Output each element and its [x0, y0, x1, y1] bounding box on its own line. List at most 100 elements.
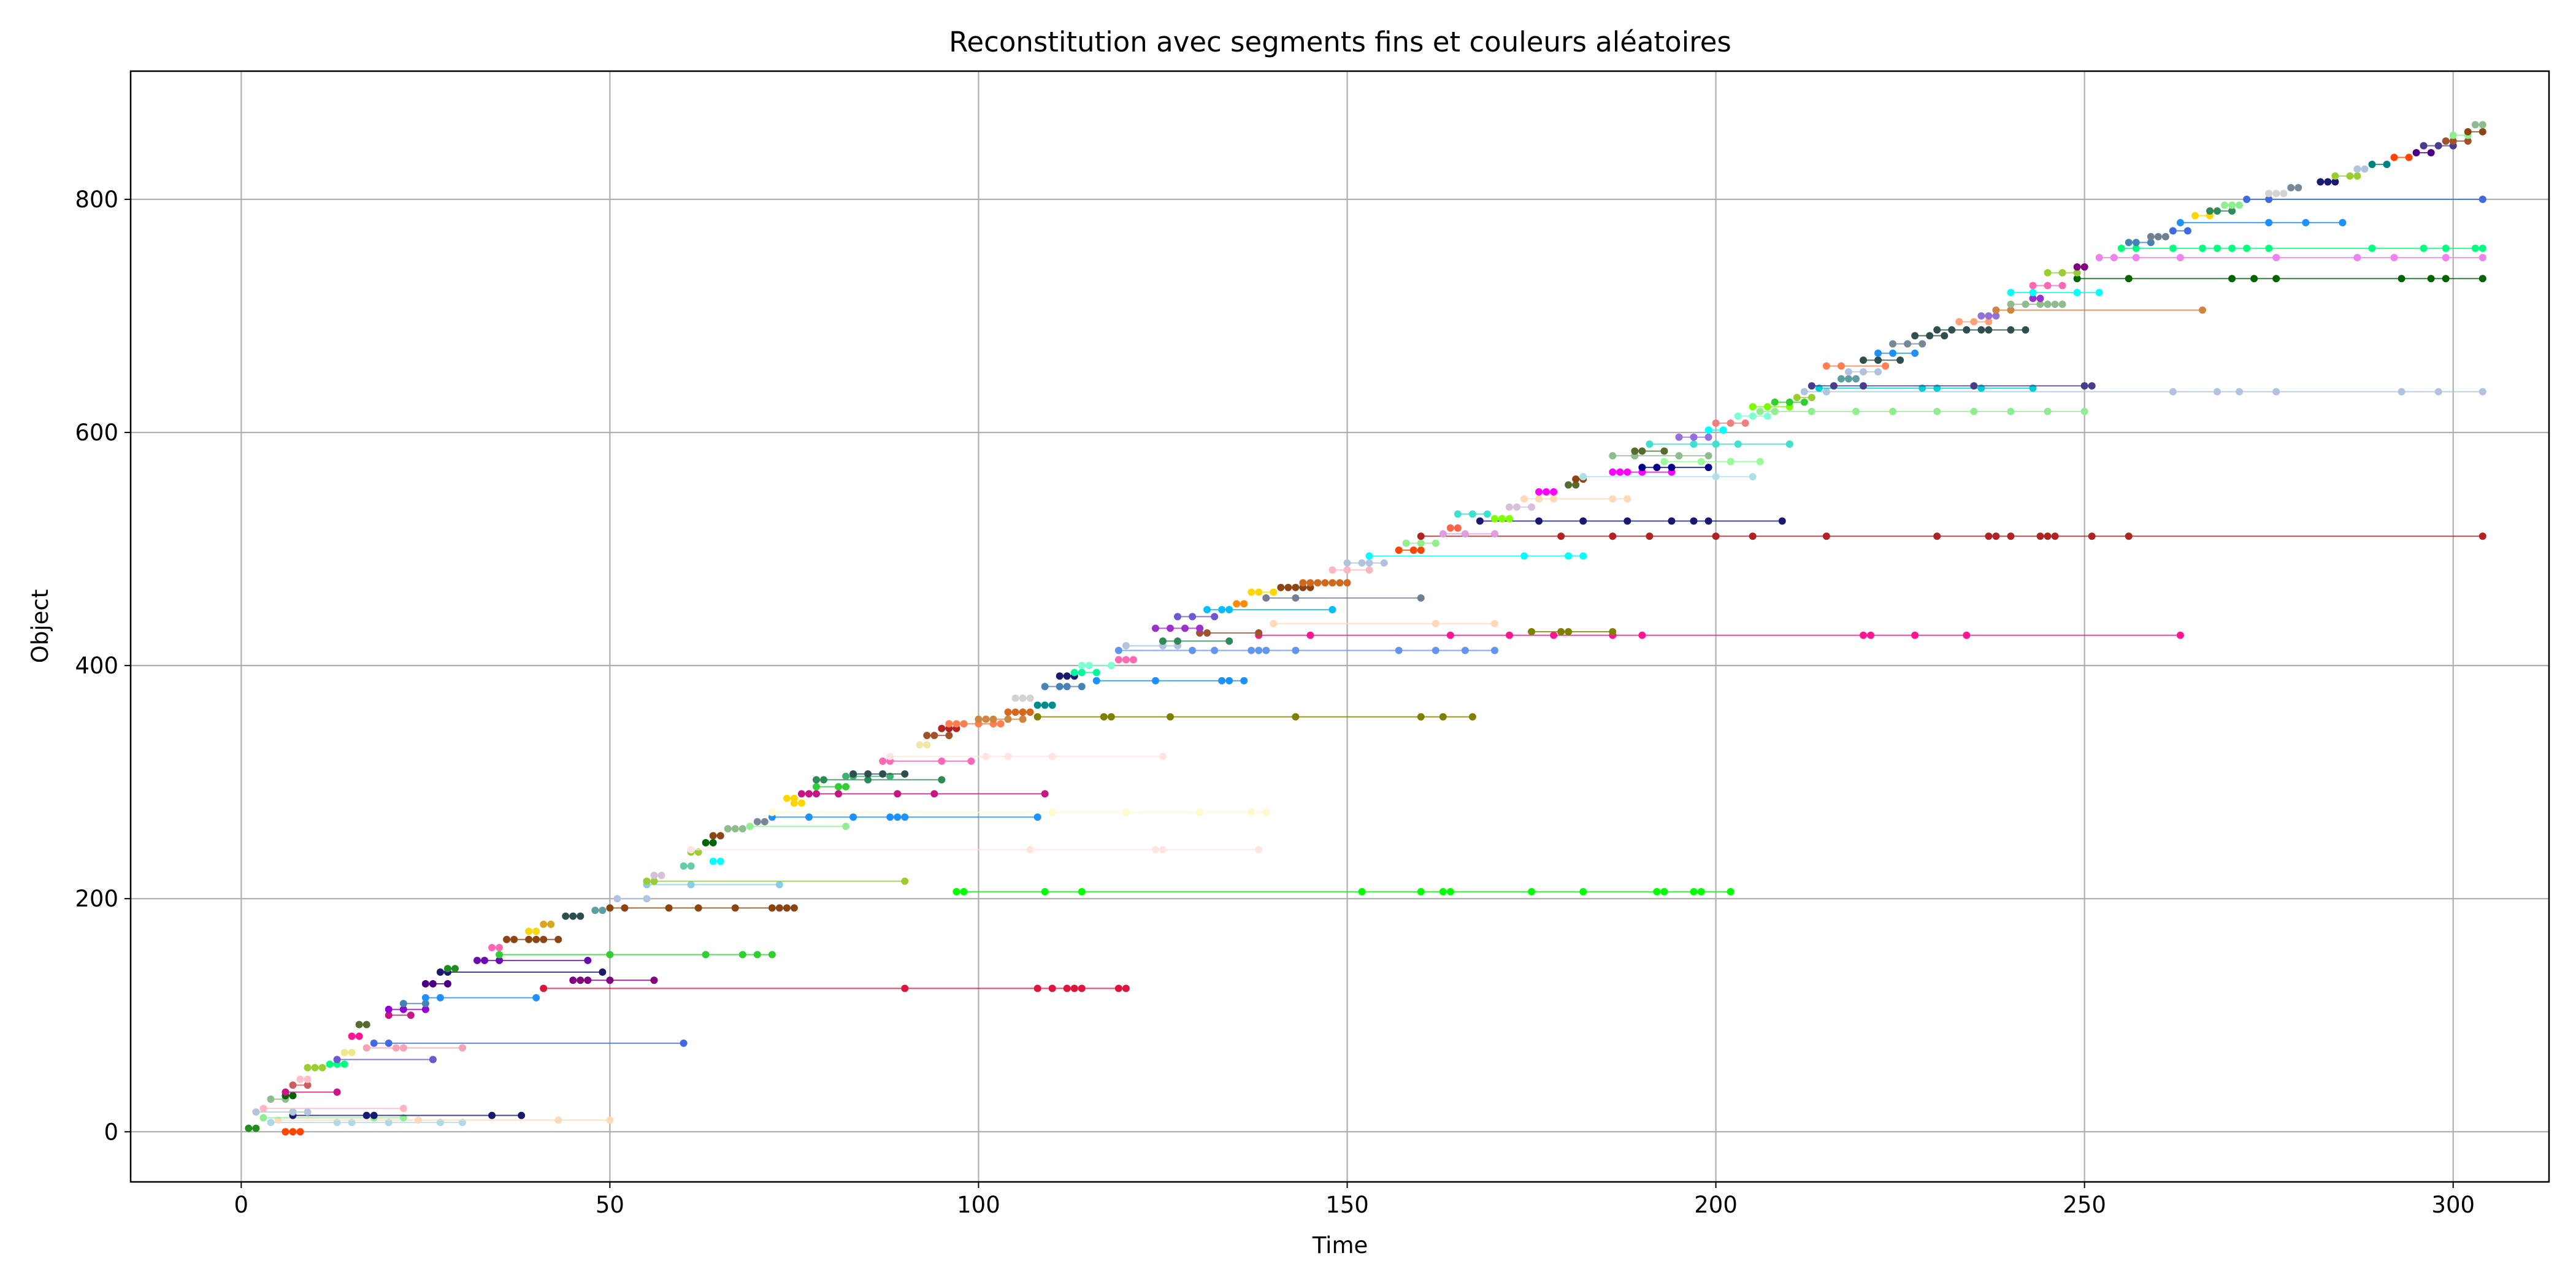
track — [496, 951, 776, 959]
track-point — [797, 790, 805, 798]
track — [2029, 294, 2044, 302]
track-point — [1690, 887, 1698, 895]
track-point — [1306, 631, 1314, 639]
track-point — [1704, 517, 1712, 525]
track-point — [362, 1044, 370, 1052]
track — [1889, 340, 1926, 348]
track-point — [849, 770, 857, 778]
track-point — [2317, 178, 2325, 186]
track-point — [554, 935, 562, 943]
track — [1174, 613, 1219, 621]
track-point — [289, 1128, 297, 1136]
track-point — [2088, 382, 2096, 390]
track-point — [2434, 388, 2442, 396]
track-point — [1653, 464, 1661, 472]
track-point — [1233, 600, 1241, 608]
track-point — [1771, 407, 1779, 415]
track-point — [2051, 532, 2059, 540]
track-point — [835, 790, 843, 798]
track-point — [1660, 447, 1668, 455]
track-point — [1646, 532, 1654, 540]
track-point — [1837, 375, 1845, 383]
track-point — [1860, 631, 1868, 639]
track-point — [1122, 656, 1130, 664]
track — [1505, 503, 1536, 511]
track-point — [370, 1039, 378, 1047]
track-point — [1727, 419, 1735, 427]
track-point — [702, 951, 710, 959]
track-point — [1107, 662, 1115, 670]
track-point — [1889, 407, 1897, 415]
track — [797, 790, 1049, 798]
track-point — [1579, 517, 1587, 525]
track — [333, 1056, 437, 1064]
track-point — [1292, 646, 1300, 654]
track-point — [407, 1011, 415, 1019]
track-point — [2228, 244, 2236, 252]
track-point — [245, 1124, 253, 1132]
track-point — [916, 741, 924, 749]
track-point — [1454, 510, 1462, 518]
track-point — [421, 994, 429, 1002]
track — [2287, 184, 2302, 192]
track-point — [1550, 631, 1558, 639]
x-tick-label: 150 — [1325, 1192, 1369, 1218]
track-point — [1454, 524, 1462, 532]
track-point — [2176, 254, 2184, 262]
track-point — [1572, 475, 1580, 483]
track-point — [864, 776, 872, 784]
track-point — [429, 1056, 437, 1064]
track-point — [849, 813, 857, 821]
track — [282, 1088, 341, 1096]
track-point — [2044, 407, 2052, 415]
track-point — [2294, 184, 2302, 192]
track-point — [1785, 440, 1793, 448]
track-point — [2125, 275, 2133, 283]
track-point — [2368, 244, 2376, 252]
track-point — [392, 1044, 400, 1052]
track-point — [724, 825, 732, 833]
track-point — [1041, 790, 1049, 798]
track-point — [1159, 637, 1167, 645]
track-point — [1756, 458, 1764, 466]
track-point — [1026, 708, 1034, 716]
track-point — [348, 1049, 356, 1057]
track — [1114, 656, 1137, 664]
track-point — [2161, 232, 2169, 240]
track — [1646, 440, 1793, 448]
track-point — [1638, 447, 1646, 455]
track-point — [1248, 646, 1255, 654]
track-point — [333, 1088, 341, 1096]
track-point — [267, 1119, 275, 1127]
track-point — [1114, 984, 1122, 992]
track-point — [1660, 887, 1668, 895]
track-point — [768, 808, 776, 816]
track — [1439, 530, 1498, 538]
track-point — [938, 757, 946, 765]
track-point — [687, 846, 695, 854]
track-point — [1749, 532, 1757, 540]
track-point — [1771, 398, 1779, 406]
track-point — [385, 1011, 393, 1019]
track-point — [304, 1108, 312, 1116]
track — [1756, 407, 2088, 415]
track-point — [606, 951, 614, 959]
track-point — [1129, 656, 1137, 664]
track-point — [599, 968, 607, 976]
track — [1490, 515, 1513, 523]
track — [1092, 677, 1248, 684]
track-point — [333, 1056, 341, 1064]
track-point — [1033, 984, 1041, 992]
track-point — [2478, 254, 2486, 262]
track-point — [1343, 566, 1351, 574]
track-point — [289, 1081, 297, 1089]
track — [1933, 326, 2030, 334]
track-point — [1432, 539, 1439, 547]
track-point — [1218, 605, 1226, 613]
track-point — [2442, 244, 2450, 252]
track-point — [1763, 412, 1771, 420]
track-point — [1528, 628, 1536, 636]
track-point — [2147, 239, 2155, 247]
track — [2044, 269, 2081, 277]
track-point — [1255, 588, 1263, 596]
